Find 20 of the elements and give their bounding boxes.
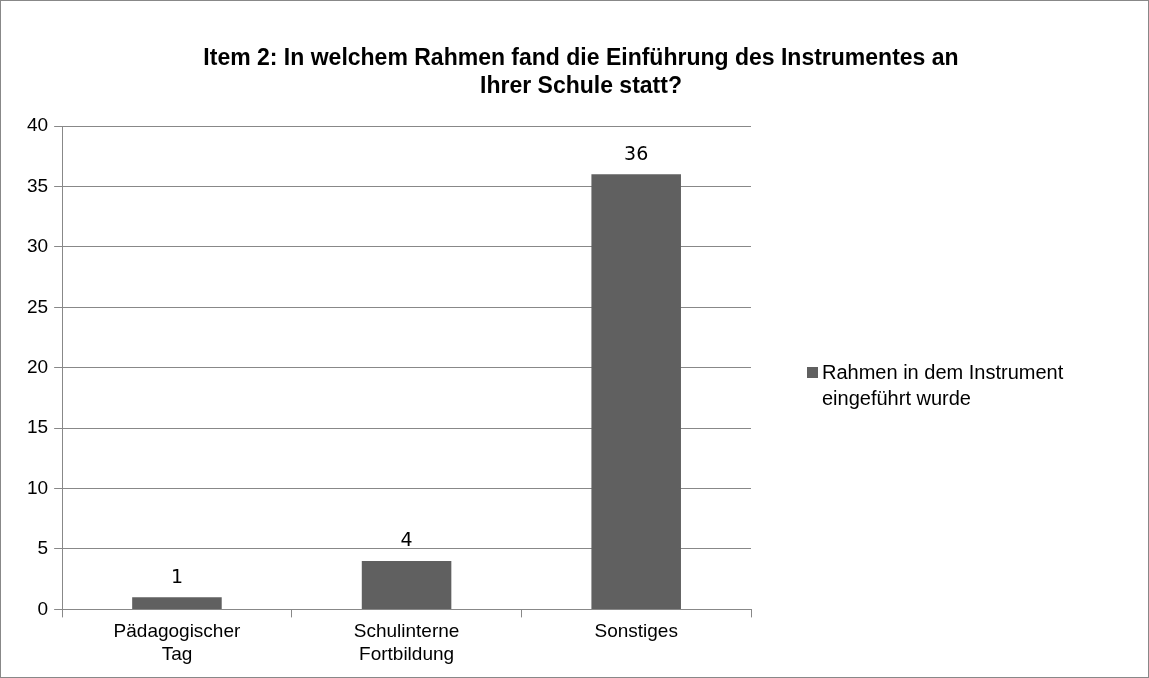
y-tick-label: 5 (37, 537, 49, 559)
y-tick-label: 30 (26, 235, 49, 257)
data-label: 4 (400, 528, 413, 551)
bar (591, 174, 681, 609)
bar (132, 597, 222, 609)
y-tick-label: 10 (26, 476, 49, 498)
y-tick-label: 40 (26, 114, 49, 136)
bar (361, 561, 452, 609)
y-tick-label: 20 (26, 355, 49, 377)
y-tick-label: 0 (37, 597, 49, 619)
y-tick-label: 25 (26, 295, 49, 317)
data-label: 36 (624, 141, 649, 164)
x-tick-label: Pädagogischer Tag (113, 620, 241, 664)
chart-title: Item 2: In welchem Rahmen fand die Einführung des Instrumentes an Ihrer Schule statt? (202, 43, 960, 99)
legend-label: Rahmen in dem Instrument eingeführt wurde (822, 360, 1065, 411)
x-tick-label: Schulinterne Fortbildung (353, 620, 460, 664)
data-label: 1 (170, 564, 183, 587)
x-tick-label: Sonstiges (594, 620, 678, 642)
y-tick-label: 15 (26, 416, 49, 438)
y-tick-label: 35 (26, 174, 49, 196)
